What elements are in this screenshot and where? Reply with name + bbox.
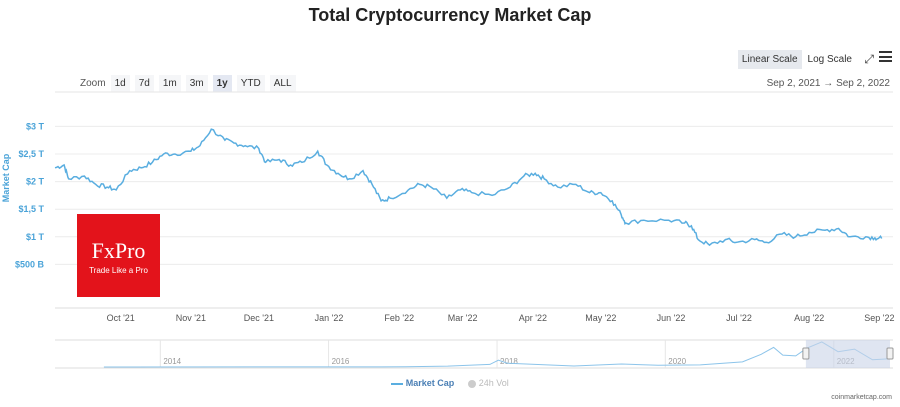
zoom-all-button[interactable]: ALL — [269, 75, 296, 92]
navigator-year-label: 2016 — [332, 357, 350, 366]
zoom-1d-button[interactable]: 1d — [110, 75, 130, 92]
fullscreen-icon[interactable]: ⤢ — [864, 52, 874, 66]
fxpro-logo: FxPro Trade Like a Pro — [77, 214, 160, 297]
y-tick-label: $1 T — [26, 232, 45, 242]
navigator-year-label: 2014 — [163, 357, 181, 366]
legend-market-cap-label: Market Cap — [405, 378, 455, 388]
y-tick-label: $3 T — [26, 121, 45, 131]
navigator-selection[interactable] — [805, 340, 891, 368]
legend-market-cap[interactable]: Market Cap — [391, 378, 454, 388]
chart-title: Total Cryptocurrency Market Cap — [308, 5, 592, 25]
range-from[interactable]: Sep 2, 2021 — [766, 78, 821, 89]
menu-icon[interactable] — [879, 51, 892, 62]
x-tick-label: Sep '22 — [864, 313, 894, 323]
navigator-year-label: 2020 — [668, 357, 686, 366]
navigator-handle[interactable] — [886, 347, 894, 360]
linear-scale-button[interactable]: Linear Scale — [737, 50, 802, 69]
zoom-1y-button[interactable]: 1y — [212, 75, 232, 92]
x-tick-label: Mar '22 — [448, 313, 478, 323]
market-cap-line — [54, 128, 883, 247]
y-tick-label: $1,5 T — [18, 204, 44, 214]
x-tick-label: Apr '22 — [519, 313, 547, 323]
x-tick-label: Feb '22 — [384, 313, 414, 323]
navigator-handle[interactable] — [802, 347, 810, 360]
range-arrow: → — [823, 78, 834, 89]
zoom-3m-button[interactable]: 3m — [185, 75, 208, 92]
y-tick-label: $2 T — [26, 177, 45, 187]
scale-toggle: Linear Scale Log Scale — [737, 50, 856, 69]
date-range: Sep 2, 2021 → Sep 2, 2022 — [767, 78, 890, 89]
range-to[interactable]: Sep 2, 2022 — [836, 78, 890, 89]
x-tick-label: Oct '21 — [107, 313, 135, 323]
legend-24h-vol[interactable]: 24h Vol — [468, 378, 509, 388]
navigator-year-label: 2018 — [500, 357, 518, 366]
fxpro-brand: FxPro — [91, 238, 146, 263]
zoom-1m-button[interactable]: 1m — [158, 75, 181, 92]
x-tick-label: Dec '21 — [244, 313, 274, 323]
legend-vol-label: 24h Vol — [478, 378, 509, 388]
y-tick-label: $500 B — [15, 259, 45, 269]
circle-swatch-icon — [468, 379, 477, 388]
zoom-ytd-button[interactable]: YTD — [236, 75, 265, 92]
fxpro-tagline: Trade Like a Pro — [89, 266, 148, 275]
line-swatch-icon — [391, 382, 404, 385]
x-tick-label: Nov '21 — [176, 313, 206, 323]
x-tick-label: Aug '22 — [794, 313, 824, 323]
zoom-7d-button[interactable]: 7d — [134, 75, 154, 92]
y-tick-label: $2,5 T — [18, 149, 44, 159]
x-tick-label: May '22 — [585, 313, 616, 323]
legend: Market Cap 24h Vol — [0, 378, 900, 388]
zoom-selector: Zoom 1d 7d 1m 3m 1y YTD ALL — [80, 75, 296, 92]
x-tick-label: Jul '22 — [726, 313, 752, 323]
credit: coinmarketcap.com — [831, 394, 892, 401]
y-axis-label: Market Cap — [1, 153, 11, 202]
zoom-label: Zoom — [80, 78, 106, 89]
log-scale-button[interactable]: Log Scale — [803, 50, 856, 69]
x-tick-label: Jan '22 — [315, 313, 344, 323]
x-tick-label: Jun '22 — [657, 313, 686, 323]
